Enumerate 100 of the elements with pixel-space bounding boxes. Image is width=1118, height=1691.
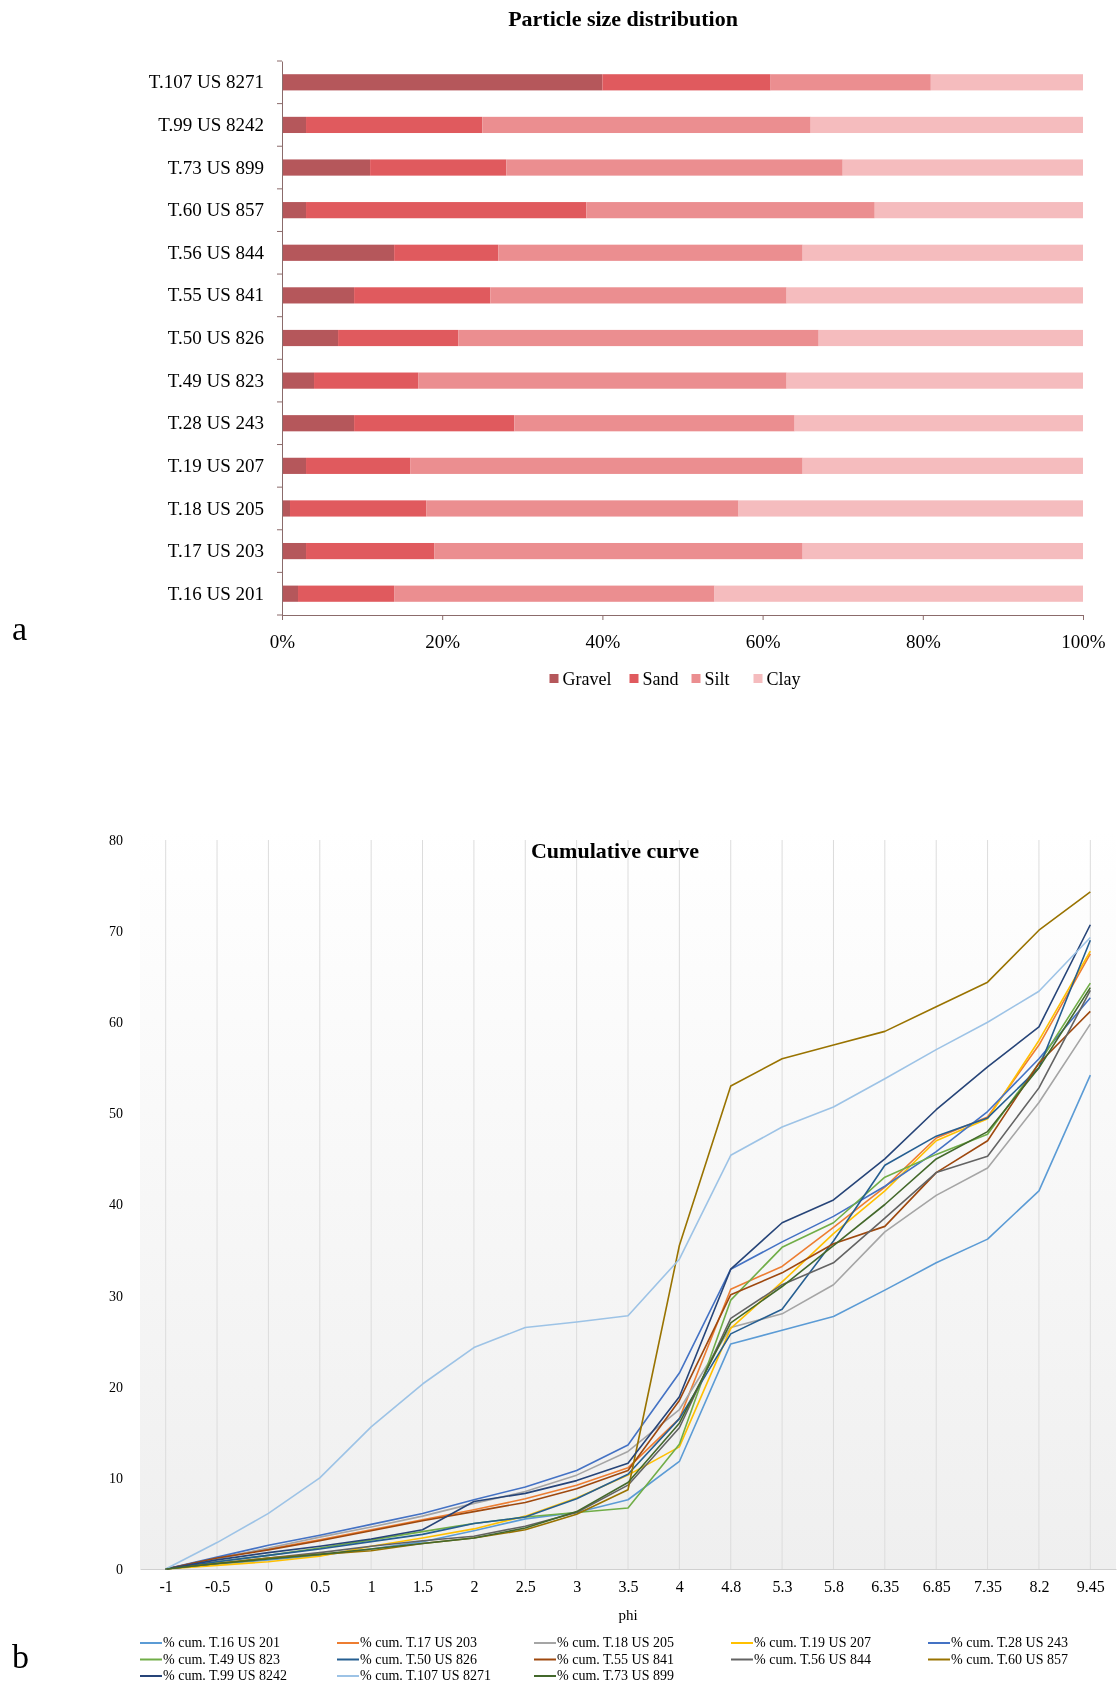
x-tick-label: 1 [367,1578,376,1596]
bar [394,244,499,261]
y-tick-label: T.99 US 8242 [158,114,264,135]
bar [506,159,843,176]
y-tick-label: T.60 US 857 [167,199,264,221]
bar [306,116,483,134]
legend-label: % cum. T.107 US 8271 [360,1668,491,1683]
chart-title: Cumulative curve [530,838,700,863]
bar [282,287,355,304]
text: a [12,610,28,647]
bar [514,415,795,432]
bar [282,585,299,602]
text: b [12,1638,29,1675]
x-tick-label: 1.5 [413,1578,434,1596]
legend-label: % cum. T.73 US 899 [557,1668,674,1683]
legend-label: % cum. T.19 US 207 [754,1635,871,1650]
bar [394,585,715,602]
bar [370,159,507,176]
bar [738,500,1083,517]
y-tick-label: 70 [109,924,123,940]
bar [282,159,371,176]
bar [770,74,931,91]
x-tick-label: 6.85 [922,1578,951,1596]
bar [282,74,603,91]
bar [282,372,315,389]
bar [602,74,771,91]
chart-title: Particle size distribution [508,6,738,31]
y-tick-label: 40 [109,1197,123,1213]
bar [306,542,435,560]
legend-label: % cum. T.60 US 857 [951,1651,1068,1667]
x-tick-label: 8.2 [1029,1578,1050,1596]
y-tick-label: T.56 US 844 [167,241,265,263]
y-tick-label: 60 [109,1015,123,1031]
legend-label: % cum. T.49 US 823 [163,1651,280,1667]
y-tick-label: T.50 US 826 [167,327,264,349]
y-tick-label: 0 [116,1561,123,1577]
y-tick-label: 50 [109,1106,123,1122]
legend-label: Sand [642,669,679,689]
x-tick-label: 80% [905,630,941,652]
x-tick-label: -0.5 [204,1578,231,1596]
bar [786,287,1083,304]
legend-label: % cum. T.50 US 826 [360,1651,477,1667]
x-tick-label: 6.35 [871,1578,900,1596]
bar [490,287,787,304]
bar [426,500,739,517]
legend-label: % cum. T.17 US 203 [360,1635,477,1650]
x-tick-label: 0% [269,630,296,652]
legend-label: % cum. T.55 US 841 [557,1651,674,1667]
x-tick-label: 3 [573,1578,582,1596]
bar [586,202,875,219]
bar [498,244,803,261]
legend-label: % cum. T.99 US 8242 [163,1668,287,1683]
legend-label: % cum. T.16 US 201 [163,1635,280,1650]
x-tick-label: 20% [425,630,461,652]
x-tick-label: 100% [1061,630,1106,652]
bar [282,415,355,432]
x-tick-label: 7.35 [974,1578,1003,1596]
x-axis-title: phi [618,1607,638,1623]
bar [282,542,307,560]
legend-label: % cum. T.28 US 243 [951,1635,1068,1650]
y-tick-label: T.16 US 201 [167,582,264,604]
bar [818,329,1083,347]
x-tick-label: 9.45 [1076,1578,1105,1596]
bar [802,457,1083,474]
legend-label: Silt [704,669,730,689]
bar [306,457,411,474]
y-tick-label: T.73 US 899 [167,156,264,178]
bar [354,415,515,432]
bar [338,329,459,347]
y-tick-label: T.55 US 841 [167,284,264,306]
bar [802,542,1083,560]
bar [282,457,307,474]
legend-label: Clay [766,669,801,689]
x-tick-label: 5.8 [823,1578,844,1596]
bar [458,329,819,347]
bar [282,202,307,219]
x-tick-label: 2 [470,1578,479,1596]
legend-label: % cum. T.56 US 844 [754,1651,871,1667]
x-tick-label: 60% [745,630,781,652]
bar [434,542,803,560]
y-tick-label: T.49 US 823 [167,369,264,391]
bar [482,116,811,134]
x-tick-label: 4.8 [721,1578,742,1596]
bar [354,287,491,304]
bar [786,372,1083,389]
bar [714,585,1083,602]
legend-label: Gravel [562,669,612,689]
y-tick-label: T.17 US 203 [167,540,264,562]
bar [314,372,419,389]
bar [306,202,587,219]
y-tick-label: 30 [109,1288,123,1304]
y-tick-label: 80 [109,832,123,848]
legend-label: % cum. T.18 US 205 [557,1635,674,1650]
y-tick-label: T.18 US 205 [167,497,264,519]
y-tick-label: T.28 US 243 [167,412,264,434]
bar [794,415,1083,432]
x-tick-label: 40% [585,630,621,652]
bar [810,116,1083,134]
bar [802,244,1083,261]
x-tick-label: 4 [675,1578,684,1596]
